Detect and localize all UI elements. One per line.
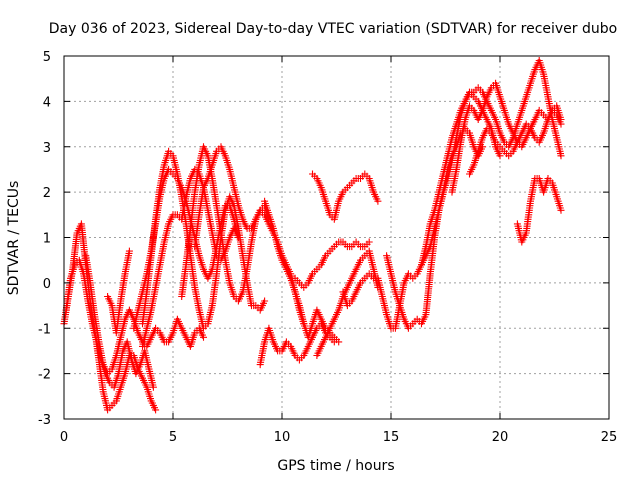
data-point-markers (261, 197, 343, 346)
x-tick-label: 25 (601, 430, 618, 445)
x-axis-label: GPS time / hours (277, 458, 394, 474)
data-series (104, 247, 133, 337)
data-point-markers (82, 252, 207, 378)
y-tick-label: 3 (43, 141, 51, 156)
y-tick-label: -2 (38, 368, 51, 383)
data-point-markers (513, 175, 565, 246)
data-series (178, 143, 273, 305)
chart-title: Day 036 of 2023, Sidereal Day-to-day VTE… (49, 21, 617, 37)
data-point-markers (104, 247, 133, 337)
x-tick-label: 5 (169, 430, 177, 445)
x-tick-label: 10 (274, 430, 291, 445)
y-tick-label: 0 (43, 277, 51, 292)
data-series (261, 197, 343, 346)
data-point-markers (339, 270, 378, 310)
y-tick-label: 2 (43, 186, 51, 201)
y-tick-label: -1 (38, 322, 51, 337)
tick-layer: 0 5 10 15 20 25 -3 -2 -1 0 1 2 3 4 5 (38, 50, 617, 445)
data-point-markers (291, 238, 373, 291)
y-tick-label: 1 (43, 232, 51, 247)
data-point-markers (178, 143, 273, 305)
data-series (466, 106, 565, 178)
data-series (513, 175, 565, 246)
data-series (309, 170, 382, 223)
data-layer (60, 57, 565, 414)
y-tick-label: -3 (38, 413, 51, 428)
data-point-markers (256, 320, 338, 369)
x-tick-label: 20 (492, 430, 509, 445)
data-series (291, 238, 373, 291)
data-series (82, 252, 207, 378)
data-series (339, 270, 378, 310)
data-series (256, 320, 338, 369)
y-tick-label: 5 (43, 50, 51, 65)
data-point-markers (466, 106, 565, 178)
x-tick-label: 15 (383, 430, 400, 445)
y-tick-label: 4 (43, 95, 51, 110)
y-axis-label: SDTVAR / TECUs (6, 181, 22, 296)
x-tick-label: 0 (60, 430, 68, 445)
data-point-markers (309, 170, 382, 223)
